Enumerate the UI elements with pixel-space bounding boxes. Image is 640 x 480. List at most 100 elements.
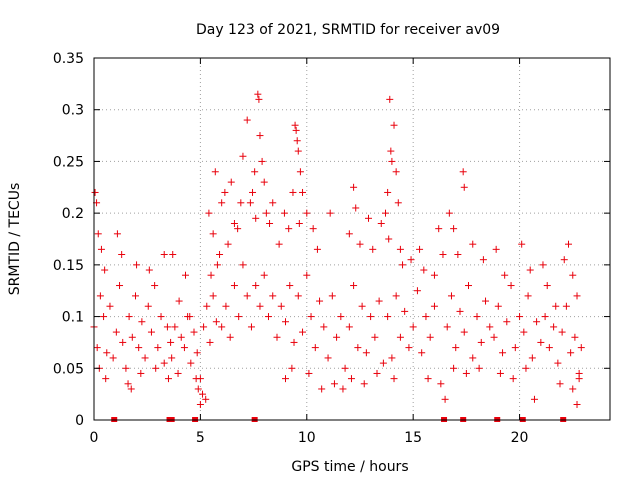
data-point bbox=[237, 199, 245, 207]
data-point bbox=[562, 302, 570, 310]
axis-ticks: 0 5 10 15 20 0 0.05 0.1 0.15 0.2 0.25 0.3 0.35 bbox=[53, 51, 610, 446]
data-point bbox=[309, 225, 317, 233]
data-point bbox=[573, 292, 581, 300]
data-point bbox=[106, 302, 114, 310]
data-point bbox=[571, 333, 579, 341]
data-point bbox=[443, 323, 451, 331]
data-point bbox=[405, 344, 413, 352]
data-point bbox=[364, 214, 372, 222]
data-point bbox=[459, 168, 467, 176]
data-point bbox=[260, 271, 268, 279]
data-point bbox=[473, 313, 481, 321]
data-point bbox=[135, 344, 143, 352]
data-point bbox=[345, 323, 353, 331]
data-point bbox=[235, 313, 243, 321]
data-point bbox=[454, 251, 462, 259]
data-point bbox=[168, 354, 176, 362]
data-point bbox=[528, 354, 536, 362]
plot-frame bbox=[93, 57, 611, 421]
data-point bbox=[396, 333, 404, 341]
data-point bbox=[350, 183, 358, 191]
data-point bbox=[243, 116, 251, 124]
data-point bbox=[445, 209, 453, 217]
data-point bbox=[273, 333, 281, 341]
data-point bbox=[100, 313, 108, 321]
data-point bbox=[255, 95, 263, 103]
data-point bbox=[187, 359, 195, 367]
data-point bbox=[550, 323, 558, 331]
data-point bbox=[249, 188, 257, 196]
data-point bbox=[482, 297, 490, 305]
y-axis-label: SRMTID / TECUs bbox=[7, 183, 23, 296]
data-point bbox=[496, 369, 504, 377]
data-point bbox=[362, 349, 370, 357]
data-point bbox=[177, 333, 185, 341]
data-point bbox=[462, 369, 470, 377]
data-point bbox=[464, 282, 472, 290]
data-point bbox=[518, 240, 526, 248]
data-point bbox=[112, 328, 120, 336]
data-point bbox=[477, 338, 485, 346]
data-point bbox=[479, 256, 487, 264]
data-point bbox=[299, 328, 307, 336]
data-point bbox=[294, 147, 302, 155]
data-point bbox=[216, 251, 224, 259]
data-point bbox=[234, 225, 242, 233]
data-point bbox=[437, 380, 445, 388]
data-point bbox=[509, 375, 517, 383]
data-point bbox=[345, 230, 353, 238]
chart-title: Day 123 of 2021, SRMTID for receiver av0… bbox=[196, 22, 500, 38]
data-point bbox=[541, 313, 549, 321]
data-point bbox=[258, 157, 266, 165]
data-point bbox=[456, 307, 464, 315]
data-point bbox=[384, 188, 392, 196]
data-point bbox=[163, 323, 171, 331]
data-point bbox=[275, 240, 283, 248]
y-tick-label: 0.05 bbox=[53, 361, 84, 377]
data-point bbox=[203, 302, 211, 310]
data-point bbox=[341, 364, 349, 372]
data-point bbox=[460, 328, 468, 336]
data-point bbox=[337, 313, 345, 321]
data-point bbox=[199, 390, 207, 398]
data-point bbox=[280, 209, 288, 217]
data-point bbox=[91, 188, 99, 196]
data-point bbox=[205, 209, 213, 217]
data-point bbox=[503, 318, 511, 326]
data-point bbox=[299, 188, 307, 196]
data-point bbox=[213, 261, 221, 269]
x-tick-label: 5 bbox=[196, 430, 205, 446]
data-point bbox=[422, 313, 430, 321]
data-point bbox=[202, 395, 210, 403]
data-point bbox=[494, 302, 502, 310]
data-point bbox=[169, 251, 177, 259]
data-point bbox=[137, 369, 145, 377]
y-tick-label: 0.3 bbox=[62, 103, 84, 119]
data-point bbox=[247, 323, 255, 331]
data-point bbox=[524, 292, 532, 300]
data-point bbox=[552, 302, 560, 310]
data-point bbox=[475, 364, 483, 372]
data-point bbox=[218, 199, 226, 207]
data-point bbox=[101, 266, 109, 274]
data-point bbox=[569, 271, 577, 279]
data-point bbox=[418, 349, 426, 357]
data-point bbox=[131, 292, 139, 300]
data-point bbox=[386, 95, 394, 103]
data-point bbox=[144, 302, 152, 310]
data-point bbox=[450, 364, 458, 372]
data-point bbox=[252, 282, 260, 290]
data-point bbox=[328, 292, 336, 300]
data-point bbox=[289, 188, 297, 196]
data-point bbox=[387, 147, 395, 155]
data-point bbox=[303, 271, 311, 279]
data-point bbox=[282, 318, 290, 326]
data-point bbox=[207, 271, 215, 279]
data-point bbox=[501, 271, 509, 279]
data-point bbox=[516, 313, 524, 321]
data-point bbox=[450, 225, 458, 233]
data-point bbox=[392, 292, 400, 300]
data-point bbox=[243, 292, 251, 300]
data-point bbox=[401, 307, 409, 315]
